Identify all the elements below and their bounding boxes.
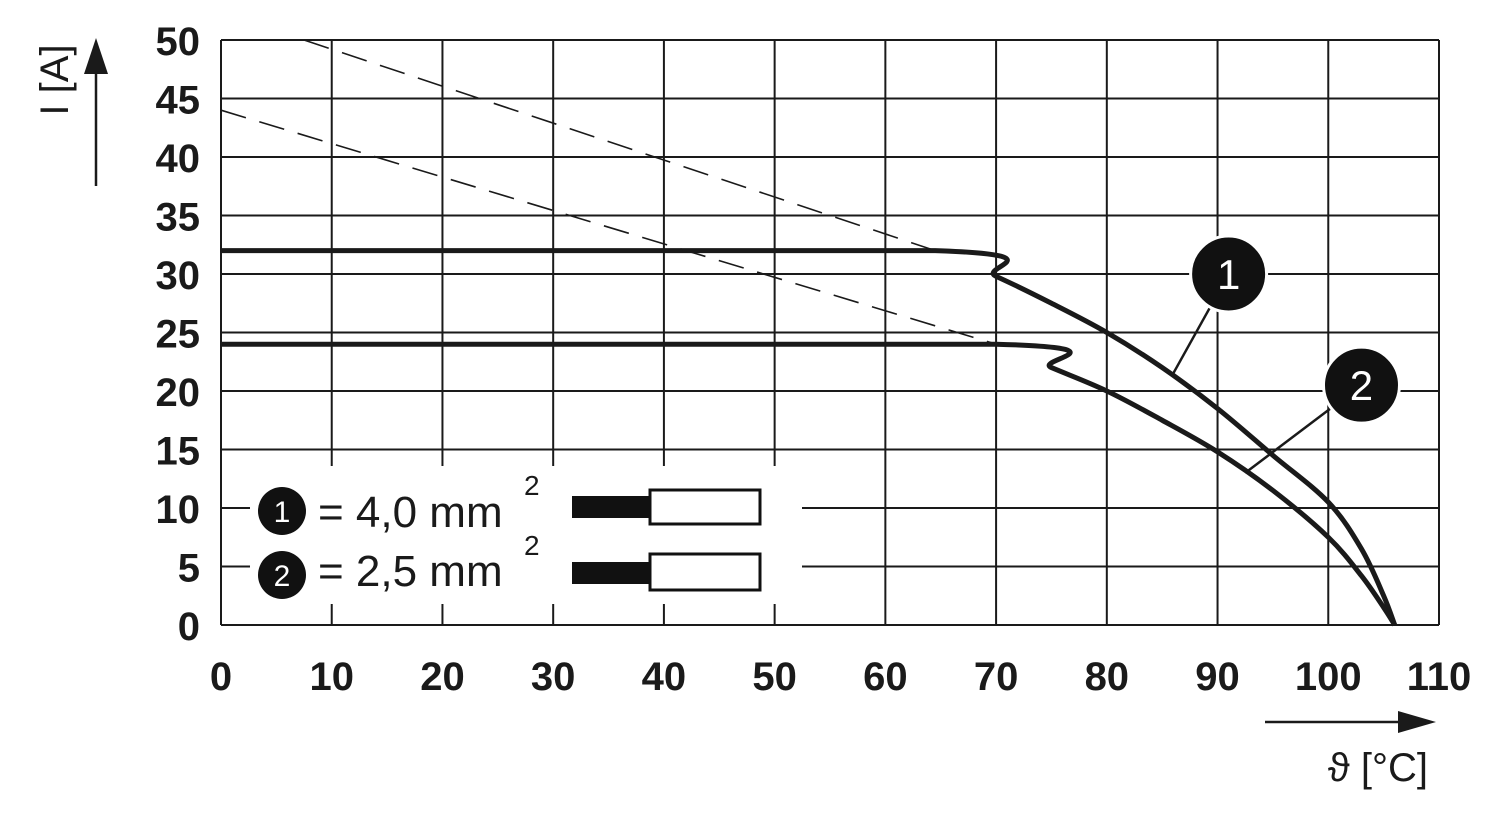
x-tick-label-6: 60 — [863, 655, 908, 699]
series-curve-1 — [221, 248, 1398, 626]
y-tick-label-8: 40 — [156, 137, 201, 181]
y-tick-label-4: 20 — [156, 371, 201, 415]
legend-entry-2: 2 = 2,5 mm 2 — [258, 530, 762, 599]
legend-wire-2-insulation — [648, 552, 762, 592]
legend-entry-1-sup: 2 — [524, 470, 540, 501]
legend-entry-1: 1 = 4,0 mm 2 — [258, 470, 762, 537]
y-tick-label-5: 25 — [156, 313, 201, 357]
y-tick-label-1: 5 — [178, 547, 200, 591]
y-tick-label-0: 0 — [178, 605, 200, 649]
callout-label-1: 1 — [1217, 251, 1240, 298]
grid — [220, 39, 1440, 626]
y-axis-title: I [A] — [33, 44, 77, 115]
y-tick-label-9: 45 — [156, 79, 201, 123]
legend-entry-1-text: = 4,0 mm — [318, 488, 503, 537]
y-tick-label-6: 30 — [156, 254, 201, 298]
legend-wire-1-insulation — [648, 488, 762, 526]
x-tick-label-11: 110 — [1407, 655, 1472, 699]
y-tick-label-3: 15 — [156, 430, 201, 474]
series-curve-2 — [221, 341, 1397, 627]
legend-wire-2-conductor — [572, 562, 650, 584]
y-tick-label-2: 10 — [156, 488, 201, 532]
callout-label-2: 2 — [1350, 362, 1373, 409]
legend-badge-1-label: 1 — [274, 496, 291, 529]
y-tick-label-7: 35 — [156, 196, 201, 240]
y-axis-arrow-head — [84, 38, 108, 74]
y-axis-title-group: I [A] — [33, 38, 108, 186]
x-tick-label-2: 20 — [420, 655, 465, 699]
tick-labels: 0 10 20 30 40 50 60 70 80 90 100 110 0 5 10 15 20 25 30 35 4… — [156, 20, 1472, 699]
legend-badge-2-label: 2 — [274, 560, 291, 593]
x-axis-title: ϑ [°C] — [1328, 746, 1428, 790]
x-tick-label-8: 80 — [1085, 655, 1130, 699]
dashed-extension-3 — [220, 109, 997, 345]
legend-badge-1 — [258, 487, 306, 535]
legend-entry-2-sup: 2 — [524, 530, 540, 561]
x-tick-label-0: 0 — [210, 655, 232, 699]
callout-badge-2 — [1321, 345, 1401, 425]
y-tick-label-10: 50 — [156, 20, 201, 64]
legend-wire-1-conductor — [572, 496, 650, 518]
legend-badge-2 — [258, 551, 306, 599]
legend: 1 = 4,0 mm 2 2 = 2,5 mm 2 — [250, 466, 802, 604]
curve-annotations: 12 — [1172, 234, 1401, 474]
dashed-extension-2 — [303, 39, 936, 252]
x-tick-label-3: 30 — [531, 655, 576, 699]
x-tick-label-10: 100 — [1295, 655, 1362, 699]
x-tick-label-5: 50 — [752, 655, 797, 699]
x-tick-label-1: 10 — [309, 655, 354, 699]
callout-leader-1 — [1172, 306, 1212, 375]
series-layer — [220, 39, 1398, 627]
callout-leader-2 — [1244, 407, 1332, 474]
legend-entry-2-text: = 2,5 mm — [318, 547, 503, 596]
x-axis-title-group: ϑ [°C] — [1265, 711, 1436, 790]
x-tick-label-9: 90 — [1195, 655, 1240, 699]
x-tick-label-7: 70 — [974, 655, 1019, 699]
callout-badge-1 — [1189, 234, 1269, 314]
x-tick-label-4: 40 — [642, 655, 687, 699]
x-axis-arrow-head — [1398, 711, 1436, 733]
